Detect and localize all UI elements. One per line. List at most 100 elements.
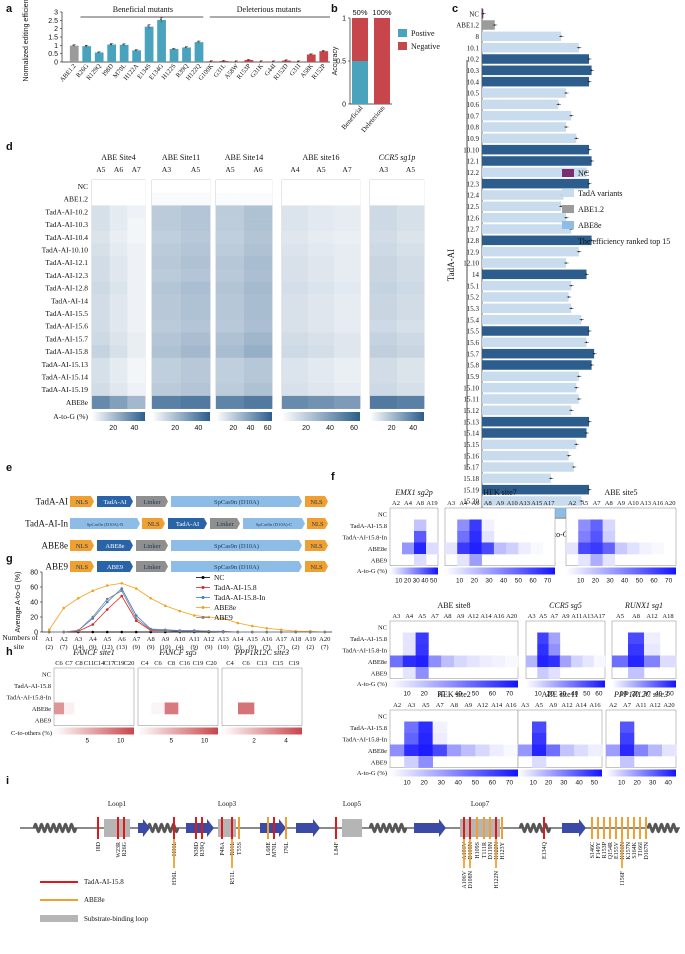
c-bar-12.7 [482, 224, 572, 234]
f-cell [648, 744, 663, 757]
b-ytick-label: 0 [342, 102, 346, 109]
f-cell [505, 655, 519, 668]
f-col-label: A8 [484, 500, 492, 507]
f-col-label: A4 [405, 613, 414, 620]
f-cb-tick: 10 [403, 691, 411, 698]
h-cb-tick: 2 [252, 738, 256, 745]
c-dot [590, 160, 593, 162]
c-bar-14 [482, 269, 587, 280]
f-col-label: A14 [491, 702, 503, 709]
f-row-label: TadA-AI-15.8 [350, 636, 387, 643]
g-point-ABE9 [192, 629, 196, 633]
d-cell [397, 281, 425, 295]
f-col-label: A3 [392, 613, 400, 620]
d-cb-tick: 20 [229, 425, 237, 432]
d-group-title: ABE Site11 [162, 153, 200, 162]
b-legend-label: Postive [411, 29, 435, 38]
f-row-label: TadA-AI-15.8-In [343, 534, 388, 541]
f-row-label: TadA-AI-15.8-In [343, 736, 388, 743]
c-dot [575, 137, 578, 140]
d-cell [109, 268, 128, 282]
i-mutation-mark [173, 817, 175, 839]
i-top-label: R26G [122, 841, 128, 856]
i-mutation-mark [621, 817, 623, 839]
i-mutation-mark [231, 817, 233, 839]
c-dot [588, 182, 590, 185]
g-xtick-label: A15 [247, 636, 258, 643]
d-cell [109, 370, 128, 384]
h-cell [54, 702, 65, 715]
d-cell [127, 192, 146, 206]
d-row-label: TadA-AI-12.3 [45, 271, 88, 280]
d-cell [397, 256, 425, 270]
f-col-label: A3 [447, 500, 455, 507]
g-point-ABE9 [323, 630, 327, 634]
c-bar-15.13 [482, 416, 590, 427]
i-loop-label: Loop5 [343, 800, 362, 808]
d-cell [244, 357, 273, 371]
f-cell [479, 655, 493, 668]
f-col-label: A3 [528, 613, 536, 620]
h-colorbar [54, 727, 134, 735]
c-ylabel: TadA-AI [446, 249, 456, 281]
g-site-count: (14) [73, 644, 84, 651]
c-bar-15.14 [482, 428, 587, 438]
f-col-label: A12 [468, 613, 479, 620]
c-dot [565, 126, 567, 128]
f-cb-tick: 10 [618, 780, 626, 787]
c-dot [588, 80, 590, 83]
i-loop-label: Loop7 [471, 800, 490, 808]
h-col-label: C8 [168, 660, 176, 667]
g-point-ABE9 [279, 630, 283, 634]
f-cell [590, 519, 603, 532]
f-cb-tick: 10 [535, 691, 543, 698]
d-cell [397, 230, 425, 244]
f-cb-tick: 40 [421, 578, 429, 585]
a-bar-E134S [144, 26, 154, 63]
i-top-label: I8D [96, 841, 102, 851]
f-col-label: A11 [571, 613, 582, 620]
d-cell [127, 383, 146, 397]
f-cell [481, 531, 495, 543]
c-ytick-label: 10.1 [467, 44, 480, 52]
f-cell [469, 519, 482, 532]
d-cell [334, 294, 361, 308]
d-cell [370, 281, 398, 295]
d-cell [216, 383, 245, 397]
g-site-count: (9) [190, 644, 198, 651]
f-cell [469, 542, 482, 555]
c-bar-10.7 [482, 110, 572, 121]
g-xtick-label: A16 [261, 636, 273, 643]
g-point-ABE8e [105, 584, 109, 587]
d-cb-tick: 60 [264, 425, 272, 432]
g-legend-marker [201, 586, 205, 589]
b-legend-label: Negative [411, 42, 440, 51]
c-bar-10.10 [482, 144, 590, 155]
d-cell [181, 307, 211, 320]
i-mutation-mark [591, 817, 593, 839]
d-cell [216, 294, 245, 308]
d-cell [152, 345, 182, 359]
g-ytick-label: 20 [30, 615, 38, 622]
f-cell [612, 655, 629, 668]
f-col-label: A7 [436, 702, 445, 709]
c-ytick-label: 15.11 [464, 396, 480, 404]
d-cell [127, 230, 146, 244]
c-dot [590, 239, 593, 242]
h-row-label: TadA-AI-15.8 [14, 683, 51, 690]
e-block-label: ABE9 [107, 564, 123, 571]
f-cb-tick: 60 [650, 578, 658, 585]
d-cell [397, 307, 425, 320]
d-col-label: A5 [191, 165, 200, 174]
g-point-ABE8e [62, 606, 66, 610]
d-cell [334, 357, 361, 371]
i-bottom-label: H122N [494, 870, 500, 888]
i-top-label: H122N [494, 841, 500, 859]
f-cell [628, 655, 645, 668]
i-mutation-mark [195, 817, 197, 839]
c-ytick-label: 15.13 [463, 418, 479, 426]
i-mutation-mark [123, 817, 125, 839]
c-ytick-label: 10.3 [467, 67, 480, 75]
a-xtick-label: R153P [236, 62, 253, 80]
f-cb-tick: 50 [591, 780, 599, 787]
